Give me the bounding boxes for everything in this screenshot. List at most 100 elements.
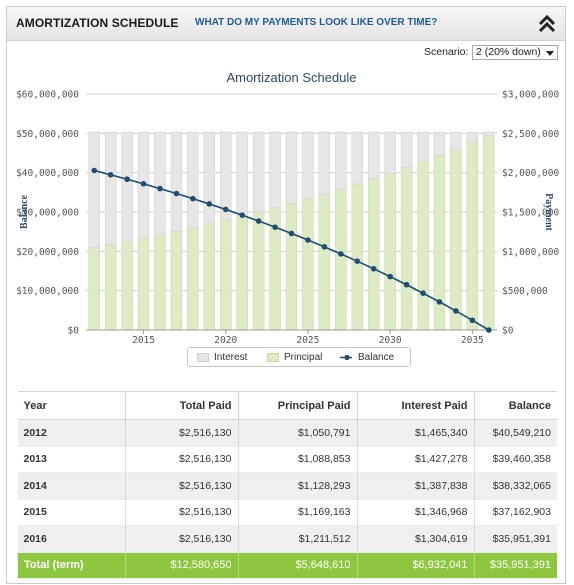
bar-interest-2025	[302, 131, 314, 200]
scenario-selected-value: 2 (20% down)	[476, 46, 541, 58]
payments-over-time-link[interactable]: WHAT DO MY PAYMENTS LOOK LIKE OVER TIME?	[195, 17, 438, 28]
legend-item-balance[interactable]: Balance	[340, 352, 405, 364]
cell-total-paid: $2,516,130	[124, 499, 238, 526]
table-total-row: Total (term) $12,580,650 $5,648,610 $6,9…	[17, 552, 557, 579]
bar-principal-2017	[170, 230, 183, 331]
balance-point-2016	[157, 185, 163, 192]
legend-label-principal: Principal	[284, 352, 323, 363]
balance-point-2030	[387, 273, 393, 280]
chart-title: Amortization Schedule	[226, 70, 356, 85]
cell-balance: $35,951,391	[473, 525, 557, 553]
balance-point-2036	[485, 327, 492, 333]
x-tick-label: 2025	[296, 335, 319, 346]
legend-item-principal[interactable]: Principal	[267, 352, 331, 364]
scenario-select[interactable]: 2 (20% down)	[472, 45, 558, 60]
cell-interest-paid: $1,427,278	[356, 446, 474, 473]
bar-interest-2021	[236, 131, 248, 217]
bar-principal-2026	[318, 193, 331, 331]
panel-title: AMORTIZATION SCHEDULE	[16, 16, 179, 30]
bar-principal-2025	[302, 198, 314, 331]
legend-label-balance: Balance	[358, 352, 395, 363]
y-axis-label: Balance	[19, 194, 30, 228]
col-header-year: Year	[17, 391, 125, 420]
bar-principal-2015	[137, 237, 150, 331]
cell-principal-paid: $1,211,512	[237, 525, 357, 553]
balance-point-2025	[305, 237, 311, 243]
bar-interest-2027	[335, 131, 347, 190]
amortization-panel: AMORTIZATION SCHEDULE WHAT DO MY PAYMENT…	[6, 6, 566, 584]
balance-point-2021	[239, 212, 245, 218]
amortization-chart: Amortization Schedule $0 $0 $10,000,000 $500…	[16, 70, 559, 346]
cell-balance: $40,549,210	[473, 419, 557, 447]
balance-point-2028	[354, 258, 361, 264]
cell-principal-paid: $1,128,293	[237, 472, 357, 500]
bar-principal-2014	[121, 240, 133, 331]
bar-interest-2032	[417, 131, 429, 162]
bar-interest-2019	[203, 131, 216, 225]
bar-principal-2027	[335, 188, 347, 331]
bar-interest-2034	[450, 131, 462, 150]
cell-interest-paid: $1,465,340	[356, 419, 474, 447]
bar-principal-2029	[367, 178, 380, 331]
balance-point-2018	[190, 195, 196, 202]
dropdown-arrow-icon	[546, 51, 554, 56]
balance-point-2031	[403, 281, 410, 288]
bar-principal-2018	[187, 227, 199, 331]
x-tick-label: 2030	[379, 335, 402, 346]
bar-interest-2030	[384, 131, 396, 174]
table-row: 2015 $2,516,130 $1,169,163 $1,346,968 $3…	[17, 499, 557, 526]
bar-interest-2014	[121, 131, 133, 242]
panel-header: AMORTIZATION SCHEDULE WHAT DO MY PAYMENT…	[7, 7, 565, 41]
cell-interest-paid: $1,304,619	[356, 525, 474, 553]
balance-point-2024	[288, 230, 295, 237]
table-row: 2014 $2,516,130 $1,128,293 $1,387,838 $3…	[17, 472, 557, 500]
y2-tick-label: $2,500,000	[502, 129, 559, 140]
bar-principal-2031	[400, 167, 413, 331]
balance-point-2022	[255, 218, 262, 224]
y-tick-label: $20,000,000	[16, 247, 79, 258]
bar-interest-2033	[433, 131, 446, 156]
balance-point-2013	[107, 171, 114, 178]
bar-interest-2026	[318, 131, 331, 195]
balance-point-2020	[222, 206, 229, 213]
bar-principal-2036	[483, 135, 495, 331]
double-chevron-up-icon[interactable]	[536, 13, 558, 35]
balance-point-2029	[370, 265, 377, 272]
x-tick-label: 2035	[461, 335, 484, 346]
cell-interest-paid-sum: $6,932,041	[356, 552, 474, 579]
cell-total-paid: $2,516,130	[124, 419, 238, 447]
y2-tick-label: $1,500,000	[502, 208, 559, 219]
bar-principal-2022	[252, 211, 265, 331]
cell-balance: $37,162,903	[473, 499, 557, 526]
x-tick-label: 2015	[132, 335, 155, 346]
y2-tick-label: $3,000,000	[502, 90, 559, 101]
y-tick-label: $10,000,000	[16, 286, 79, 297]
cell-balance-sum: $35,951,391	[473, 552, 557, 579]
bar-principal-2021	[236, 215, 248, 331]
cell-interest-paid: $1,346,968	[356, 499, 474, 526]
balance-point-2019	[206, 201, 213, 207]
cell-year: 2015	[17, 499, 125, 526]
bar-interest-2023	[269, 131, 281, 209]
cell-year: 2013	[17, 446, 125, 473]
bar-principal-2035	[466, 142, 479, 331]
cell-principal-paid: $1,088,853	[237, 446, 357, 473]
balance-point-2015	[140, 181, 147, 187]
balance-point-2023	[272, 224, 278, 230]
bar-principal-2024	[285, 203, 298, 331]
col-header-balance: Balance	[473, 391, 557, 420]
bar-interest-2013	[104, 131, 117, 245]
legend-swatch-principal	[267, 353, 279, 362]
balance-point-2033	[436, 299, 443, 305]
scenario-label: Scenario:	[424, 46, 469, 58]
balance-point-2026	[321, 244, 328, 250]
legend-swatch-interest	[197, 353, 209, 362]
legend-item-interest[interactable]: Interest	[197, 352, 257, 364]
bar-interest-2028	[351, 131, 363, 185]
bar-interest-2029	[367, 131, 380, 179]
cell-total-paid: $2,516,130	[124, 446, 238, 473]
bar-principal-2034	[450, 148, 462, 331]
balance-point-2017	[173, 190, 180, 197]
balance-point-2027	[338, 251, 344, 257]
balance-point-2035	[469, 317, 476, 324]
